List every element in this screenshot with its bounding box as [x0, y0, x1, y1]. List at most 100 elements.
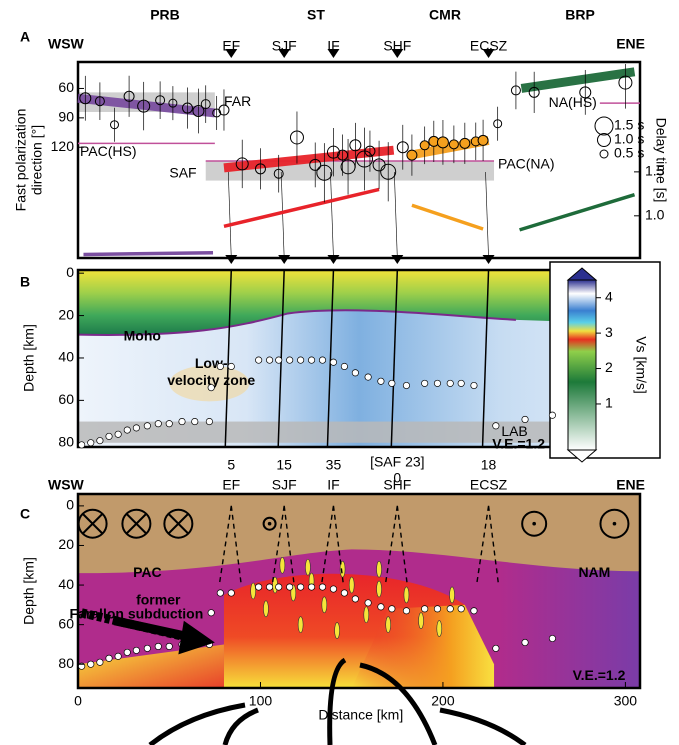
- province-label: CMR: [429, 7, 461, 23]
- lab-point: [352, 370, 358, 376]
- lab-point: [106, 655, 112, 661]
- lab-point: [124, 649, 130, 655]
- lab-point: [144, 423, 150, 429]
- x-tick-label: 0: [74, 693, 82, 709]
- measurement: [420, 141, 429, 150]
- anisotropy-lens: [322, 597, 327, 613]
- panel-c-label: NAM: [578, 564, 610, 580]
- anisotropy-lens: [251, 583, 256, 599]
- fault-label: ECSZ: [470, 477, 508, 493]
- delay-trend: [83, 253, 213, 255]
- lab-point: [447, 380, 453, 386]
- direction-label: WSW: [48, 36, 85, 52]
- y-axis-label: Fast polarization: [13, 109, 29, 212]
- anisotropy-lens: [335, 623, 340, 639]
- lab-point: [378, 378, 384, 384]
- lab-point: [206, 418, 212, 424]
- lab-point: [124, 427, 130, 433]
- panel-c-label: PAC: [133, 564, 162, 580]
- lab-point: [308, 584, 314, 590]
- lab-point: [352, 596, 358, 602]
- colorbar-label: Vs [km/s]: [633, 336, 649, 394]
- lab-point: [144, 645, 150, 651]
- x-tick-label: 200: [431, 693, 455, 709]
- lab-point: [286, 584, 292, 590]
- lab-point: [228, 363, 234, 369]
- lab-point: [286, 357, 292, 363]
- panel-letter: C: [20, 506, 30, 522]
- y-tick-label: 20: [58, 536, 74, 552]
- province-label: PRB: [150, 7, 180, 23]
- y-tick-label: 0: [66, 497, 74, 513]
- lab-point: [389, 606, 395, 612]
- fault-label: EF: [222, 477, 240, 493]
- direction-label: ENE: [616, 477, 645, 493]
- lab-point: [549, 635, 555, 641]
- lab-point: [255, 584, 261, 590]
- anisotropy-lens: [305, 559, 310, 575]
- province-label: ST: [307, 7, 325, 23]
- panel-b-label: Moho: [124, 327, 161, 343]
- anisotropy-lens: [298, 617, 303, 633]
- reference-label: PAC(NA): [498, 156, 555, 172]
- flow-arrow: [440, 710, 525, 745]
- lab-point: [319, 584, 325, 590]
- anisotropy-lens: [349, 577, 354, 593]
- lab-point: [458, 380, 464, 386]
- colorbar-tick-label: 2: [605, 359, 613, 375]
- slip-rate: 5: [227, 457, 235, 473]
- lab-point: [522, 639, 528, 645]
- colorbar-tick-label: 1: [605, 395, 613, 411]
- lab-point: [297, 584, 303, 590]
- lab-point: [78, 442, 84, 448]
- lab-point: [276, 357, 282, 363]
- lab-point: [97, 437, 103, 443]
- lab-point: [378, 604, 384, 610]
- lab-point: [208, 610, 214, 616]
- panel-letter: B: [20, 274, 30, 290]
- anisotropy-lens: [280, 557, 285, 573]
- panel-b-label: V.E.=1.2: [492, 436, 545, 452]
- y-tick-label: 80: [58, 655, 74, 671]
- lab-point: [133, 647, 139, 653]
- panel-letter: A: [20, 29, 30, 45]
- lab-point: [255, 357, 261, 363]
- lab-point: [155, 643, 161, 649]
- y-tick-label: 40: [58, 576, 74, 592]
- size-legend-label: 0.5 s: [614, 145, 644, 161]
- lab-point: [133, 425, 139, 431]
- anisotropy-lens: [377, 581, 382, 597]
- lab-point: [319, 357, 325, 363]
- y-tick-label: 60: [58, 391, 74, 407]
- measurement: [478, 135, 488, 145]
- lab-point: [389, 380, 395, 386]
- lab-point: [434, 380, 440, 386]
- panel-a-bg: [78, 62, 640, 258]
- y-tick-label: 120: [51, 138, 75, 154]
- lab-point: [179, 418, 185, 424]
- colorbar: [568, 280, 596, 450]
- lab-point: [308, 357, 314, 363]
- y-tick-label: 90: [58, 109, 74, 125]
- measurement: [437, 137, 448, 148]
- lab-point: [421, 380, 427, 386]
- motion-symbol: [613, 522, 617, 526]
- y-tick-label: 60: [58, 79, 74, 95]
- lab-point: [330, 359, 336, 365]
- lab-point: [166, 643, 172, 649]
- lab-point: [471, 382, 477, 388]
- lab-point: [276, 584, 282, 590]
- colorbar-tick-label: 3: [605, 324, 613, 340]
- lab-point: [549, 412, 555, 418]
- lab-point: [365, 374, 371, 380]
- anisotropy-lens: [263, 601, 268, 617]
- lab-point: [115, 653, 121, 659]
- flow-arrow: [150, 705, 245, 745]
- lab-point: [403, 608, 409, 614]
- anisotropy-lens: [419, 613, 424, 629]
- y-tick-label: 0: [66, 264, 74, 280]
- lab-point: [266, 357, 272, 363]
- anisotropy-lens: [450, 587, 455, 603]
- lab-point: [365, 600, 371, 606]
- lab-point: [228, 590, 234, 596]
